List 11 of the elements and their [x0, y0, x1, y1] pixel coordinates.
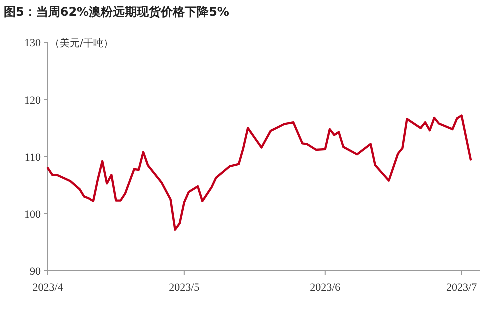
y-tick-label: 130 [24, 38, 42, 50]
y-tick-label: 90 [30, 266, 42, 278]
ylabel: （美元/干吨） [50, 38, 114, 50]
title: 图5：当周62%澳粉远期现货价格下降5% [4, 5, 230, 19]
y-tick-label: 100 [24, 208, 42, 221]
y-tick-label: 110 [24, 152, 42, 164]
x-tick-label: 2023/4 [32, 282, 64, 294]
x-tick-label: 2023/6 [310, 282, 342, 294]
x-tick-label: 2023/5 [169, 282, 200, 294]
x-tick-label: 2023/7 [446, 282, 478, 294]
y-tick-label: 120 [24, 94, 42, 107]
